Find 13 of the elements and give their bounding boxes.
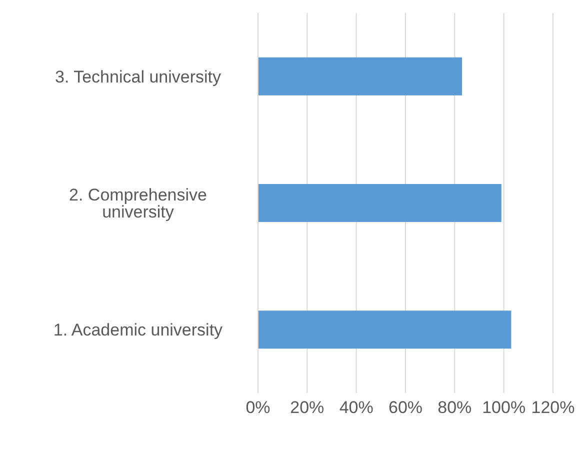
y-tick-label: 2. Comprehensive university xyxy=(69,186,207,222)
y-tick-label: 1. Academic university xyxy=(53,320,224,340)
x-tick-label: 120% xyxy=(531,398,575,418)
x-tick-label: 60% xyxy=(388,398,423,418)
bar xyxy=(258,184,502,222)
x-tick-label: 80% xyxy=(438,398,472,418)
bar xyxy=(258,310,512,349)
x-tick-label: 20% xyxy=(290,398,324,418)
bar xyxy=(258,57,462,96)
x-tick-label: 100% xyxy=(482,398,526,418)
x-tick-label: 0% xyxy=(246,398,270,418)
x-tick-label: 40% xyxy=(339,398,374,418)
y-tick-label: 3. Technical university xyxy=(55,67,222,86)
